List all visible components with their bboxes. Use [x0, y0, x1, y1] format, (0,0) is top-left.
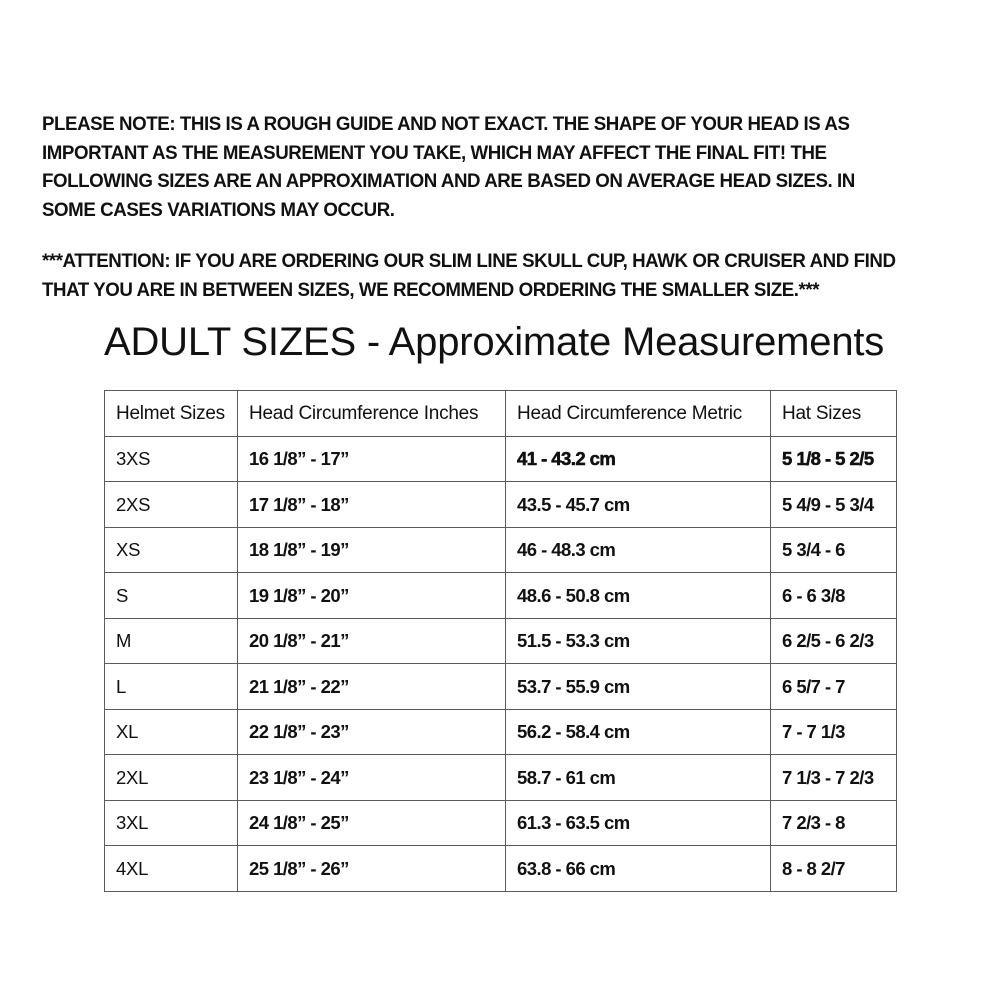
table-row: 4XL 25 1/8” - 26” 63.8 - 66 cm 8 - 8 2/7	[104, 845, 897, 892]
cell-head-circumference-inches: 16 1/8” - 17”	[237, 435, 506, 482]
notice-paragraph-2: ***ATTENTION: IF YOU ARE ORDERING OUR SL…	[42, 250, 896, 301]
table-body: 3XS 16 1/8” - 17” 41 - 43.2 cm 5 1/8 - 5 2/…	[104, 435, 897, 892]
cell-head-circumference-metric: 53.7 - 55.9 cm	[505, 663, 771, 710]
cell-head-circumference-inches: 24 1/8” - 25”	[237, 799, 506, 846]
cell-helmet-size: 4XL	[104, 845, 238, 892]
column-header-helmet-sizes: Helmet Sizes	[104, 390, 238, 437]
table-row: 3XS 16 1/8” - 17” 41 - 43.2 cm 5 1/8 - 5 2/…	[104, 435, 897, 482]
cell-head-circumference-metric: 61.3 - 63.5 cm	[505, 799, 771, 846]
cell-helmet-size: S	[104, 572, 238, 619]
notice-paragraph-1: PLEASE NOTE: THIS IS A ROUGH GUIDE AND N…	[42, 113, 855, 221]
cell-helmet-size: 2XL	[104, 754, 238, 801]
cell-helmet-size: 2XS	[104, 481, 238, 528]
cell-head-circumference-inches: 25 1/8” - 26”	[237, 845, 506, 892]
table-header: Helmet Sizes Head Circumference Inches H…	[104, 390, 897, 437]
size-table-container: Helmet Sizes Head Circumference Inches H…	[104, 390, 897, 892]
column-header-head-circumference-inches: Head Circumference Inches	[237, 390, 506, 437]
cell-helmet-size: XS	[104, 526, 238, 573]
table-row: M 20 1/8” - 21” 51.5 - 53.3 cm 6 2/5 - 6 2/…	[104, 617, 897, 664]
table-row: 2XL 23 1/8” - 24” 58.7 - 61 cm 7 1/3 - 7 2/…	[104, 754, 897, 801]
cell-hat-size: 7 1/3 - 7 2/3	[770, 754, 897, 801]
table-row: S 19 1/8” - 20” 48.6 - 50.8 cm 6 - 6 3/8	[104, 572, 897, 619]
cell-hat-size: 6 5/7 - 7	[770, 663, 897, 710]
cell-hat-size: 7 - 7 1/3	[770, 708, 897, 755]
cell-head-circumference-inches: 23 1/8” - 24”	[237, 754, 506, 801]
cell-helmet-size: L	[104, 663, 238, 710]
page-title: ADULT SIZES - Approximate Measurements	[104, 320, 885, 364]
cell-head-circumference-metric: 48.6 - 50.8 cm	[505, 572, 771, 619]
adult-size-table: Helmet Sizes Head Circumference Inches H…	[104, 390, 897, 892]
column-header-head-circumference-metric: Head Circumference Metric	[505, 390, 771, 437]
cell-head-circumference-metric: 63.8 - 66 cm	[505, 845, 771, 892]
cell-head-circumference-metric: 41 - 43.2 cm	[505, 435, 771, 482]
cell-hat-size: 8 - 8 2/7	[770, 845, 897, 892]
cell-head-circumference-inches: 17 1/8” - 18”	[237, 481, 506, 528]
cell-head-circumference-inches: 22 1/8” - 23”	[237, 708, 506, 755]
cell-helmet-size: 3XS	[104, 435, 238, 482]
cell-head-circumference-metric: 51.5 - 53.3 cm	[505, 617, 771, 664]
table-row: 2XS 17 1/8” - 18” 43.5 - 45.7 cm 5 4/9 - 5 …	[104, 481, 897, 528]
cell-hat-size: 6 - 6 3/8	[770, 572, 897, 619]
table-header-row: Helmet Sizes Head Circumference Inches H…	[104, 390, 897, 437]
cell-hat-size: 5 1/8 - 5 2/5	[770, 435, 897, 482]
cell-hat-size: 6 2/5 - 6 2/3	[770, 617, 897, 664]
table-row: L 21 1/8” - 22” 53.7 - 55.9 cm 6 5/7 - 7	[104, 663, 897, 710]
notice-block: PLEASE NOTE: THIS IS A ROUGH GUIDE AND N…	[42, 110, 952, 304]
table-row: XS 18 1/8” - 19” 46 - 48.3 cm 5 3/4 - 6	[104, 526, 897, 573]
cell-hat-size: 7 2/3 - 8	[770, 799, 897, 846]
cell-head-circumference-metric: 43.5 - 45.7 cm	[505, 481, 771, 528]
cell-head-circumference-metric: 56.2 - 58.4 cm	[505, 708, 771, 755]
cell-helmet-size: M	[104, 617, 238, 664]
cell-head-circumference-metric: 58.7 - 61 cm	[505, 754, 771, 801]
cell-head-circumference-metric: 46 - 48.3 cm	[505, 526, 771, 573]
cell-hat-size: 5 4/9 - 5 3/4	[770, 481, 897, 528]
cell-helmet-size: 3XL	[104, 799, 238, 846]
table-row: 3XL 24 1/8” - 25” 61.3 - 63.5 cm 7 2/3 - 8	[104, 799, 897, 846]
column-header-hat-sizes: Hat Sizes	[770, 390, 897, 437]
cell-head-circumference-inches: 21 1/8” - 22”	[237, 663, 506, 710]
cell-head-circumference-inches: 19 1/8” - 20”	[237, 572, 506, 619]
table-row: XL 22 1/8” - 23” 56.2 - 58.4 cm 7 - 7 1/3	[104, 708, 897, 755]
cell-head-circumference-inches: 18 1/8” - 19”	[237, 526, 506, 573]
cell-helmet-size: XL	[104, 708, 238, 755]
cell-hat-size: 5 3/4 - 6	[770, 526, 897, 573]
cell-head-circumference-inches: 20 1/8” - 21”	[237, 617, 506, 664]
